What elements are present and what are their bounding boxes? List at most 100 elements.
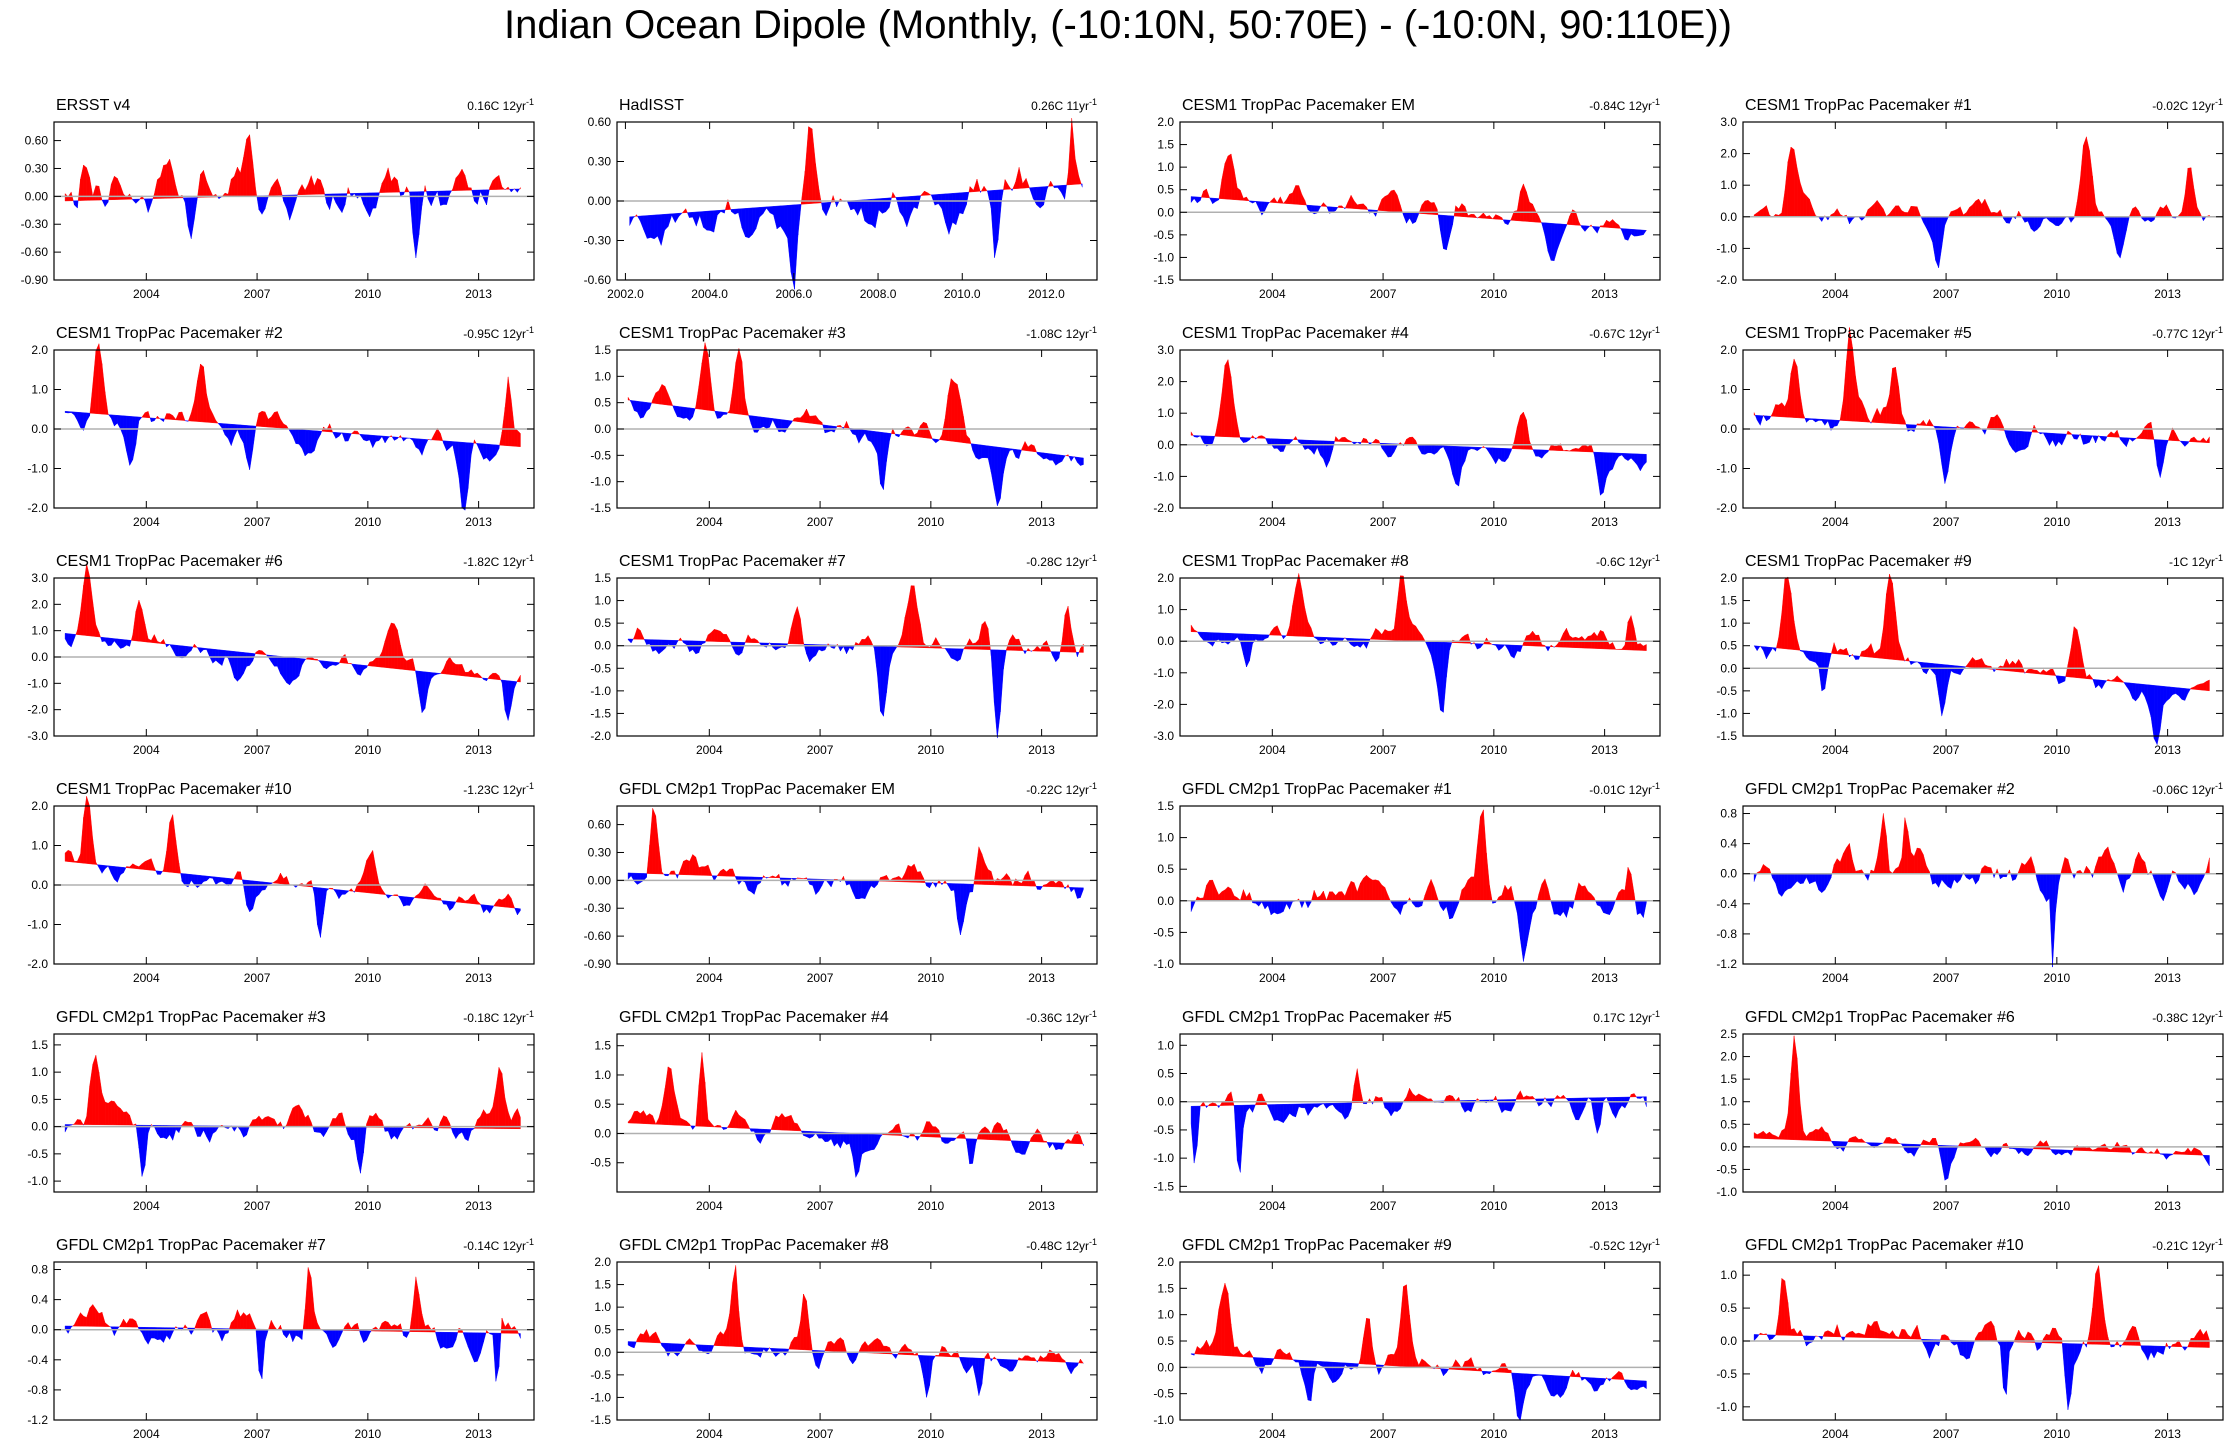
positive-area: [678, 869, 681, 875]
negative-area: [1809, 1335, 1813, 1344]
negative-area: [1833, 1141, 1838, 1150]
negative-area: [1827, 652, 1832, 669]
negative-area: [1926, 216, 1930, 235]
negative-area: [1212, 436, 1216, 444]
negative-area: [426, 191, 429, 200]
positive-area: [1778, 1278, 1782, 1336]
negative-area: [1821, 652, 1826, 692]
negative-area: [1944, 216, 1949, 226]
trend-unit: 12yr: [503, 555, 526, 569]
positive-area: [307, 1267, 312, 1331]
positive-area: [1473, 846, 1478, 901]
positive-area: [1249, 1350, 1253, 1358]
negative-area: [1068, 887, 1072, 892]
positive-area: [1840, 648, 1844, 655]
negative-area: [929, 882, 933, 888]
positive-area: [1310, 627, 1315, 638]
positive-area: [1215, 1103, 1218, 1106]
positive-area: [252, 1119, 257, 1127]
negative-area: [730, 641, 733, 648]
negative-area: [929, 1355, 933, 1386]
negative-area: [1769, 647, 1773, 655]
negative-area: [1480, 643, 1484, 649]
trend-value: -0.18C: [463, 1011, 502, 1025]
negative-area: [797, 204, 802, 236]
negative-area: [1310, 440, 1315, 455]
positive-area: [1778, 613, 1782, 649]
positive-area: [206, 394, 210, 423]
positive-area: [720, 868, 724, 877]
positive-area: [72, 1324, 75, 1327]
negative-area: [234, 424, 238, 437]
negative-area: [2037, 432, 2041, 435]
negative-area: [1403, 212, 1407, 224]
positive-area: [77, 1119, 81, 1125]
negative-area: [858, 1133, 863, 1172]
negative-area: [435, 1331, 438, 1341]
negative-area: [446, 1332, 450, 1349]
positive-area: [1467, 1356, 1472, 1371]
positive-area: [1200, 1345, 1204, 1355]
positive-area: [1600, 225, 1604, 228]
positive-area: [1018, 1357, 1023, 1361]
positive-area: [1544, 645, 1546, 647]
positive-area: [723, 868, 727, 877]
positive-area: [726, 634, 730, 643]
negative-area: [2049, 216, 2053, 224]
positive-area: [2110, 678, 2115, 682]
positive-area: [141, 609, 146, 643]
positive-area: [2172, 1150, 2176, 1155]
negative-area: [1637, 453, 1641, 471]
positive-area: [2092, 1148, 2096, 1152]
positive-area: [790, 1115, 795, 1131]
positive-area: [987, 869, 992, 885]
trend-unit: 12yr: [2192, 783, 2215, 797]
trend-value: -1C: [2169, 555, 2192, 569]
positive-area: [704, 864, 709, 876]
x-tick-label: 2013: [465, 1427, 492, 1441]
negative-area: [954, 883, 958, 919]
negative-area: [292, 1329, 297, 1342]
negative-area: [1018, 1140, 1023, 1155]
negative-area: [972, 1357, 976, 1379]
positive-area: [2172, 427, 2176, 441]
positive-area: [1295, 436, 1298, 440]
positive-area: [804, 126, 809, 205]
positive-area: [135, 600, 140, 642]
positive-area: [704, 1082, 709, 1127]
negative-area: [317, 887, 321, 938]
positive-area: [1021, 441, 1026, 451]
positive-area: [64, 849, 69, 862]
negative-area: [1905, 424, 1909, 432]
positive-area: [1304, 608, 1309, 637]
negative-area: [397, 436, 400, 440]
negative-area: [1597, 452, 1601, 496]
negative-area: [477, 189, 481, 205]
negative-area: [2179, 440, 2182, 444]
y-tick-label: -3.0: [27, 729, 48, 743]
negative-area: [1252, 1104, 1256, 1113]
negative-area: [990, 1358, 994, 1362]
negative-area: [692, 211, 697, 227]
positive-area: [89, 384, 93, 414]
positive-area: [424, 883, 429, 900]
positive-area: [1313, 890, 1318, 901]
y-tick-label: 0.5: [1157, 862, 1174, 876]
positive-area: [111, 1100, 115, 1126]
negative-area: [446, 440, 450, 452]
positive-area: [1024, 870, 1029, 887]
positive-area: [132, 1123, 137, 1126]
positive-area: [1609, 219, 1613, 229]
negative-area: [2043, 873, 2047, 902]
positive-area: [969, 438, 972, 444]
negative-area: [427, 671, 432, 690]
trend-unit: 12yr: [1629, 1011, 1652, 1025]
positive-area: [1270, 197, 1275, 203]
positive-area: [95, 1308, 100, 1327]
positive-area: [338, 1112, 343, 1128]
positive-area: [329, 887, 333, 890]
positive-area: [1052, 1351, 1056, 1363]
positive-area: [1981, 864, 1986, 874]
positive-area: [1846, 1331, 1850, 1338]
positive-area: [369, 1115, 373, 1128]
